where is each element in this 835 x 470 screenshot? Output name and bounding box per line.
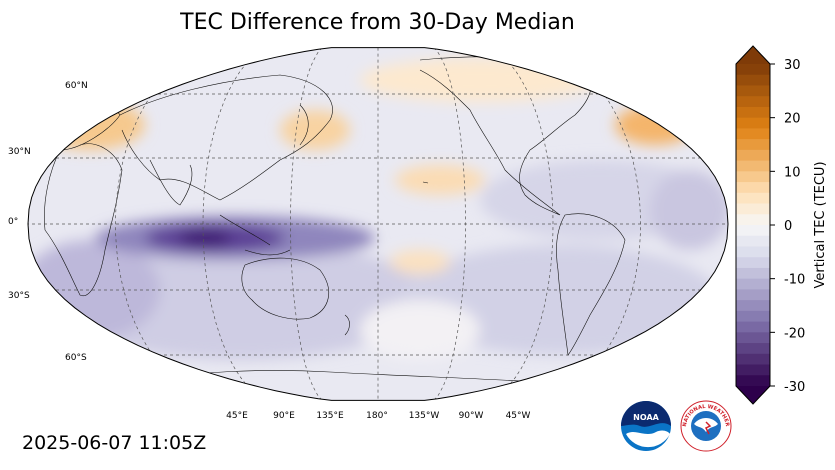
- colorbar-segment: [736, 321, 770, 333]
- graticule-meridian: [433, 47, 466, 401]
- noaa-logo: NOAA: [621, 401, 671, 451]
- globe-outline: [27, 47, 729, 401]
- anomaly-equatorial-peak: [179, 229, 231, 247]
- colorbar-segment: [736, 106, 770, 119]
- colorbar-tick-label: 0: [784, 219, 792, 234]
- anomaly-central-pacific: [395, 165, 485, 195]
- coast-japan: [299, 104, 309, 146]
- coast-hawaii: [422, 181, 429, 184]
- colorbar-segment: [736, 225, 770, 237]
- longitude-label: 135°E: [316, 411, 344, 421]
- colorbar-segment: [736, 235, 770, 247]
- coast-south-america: [556, 213, 626, 356]
- colorbar-segment: [736, 85, 770, 97]
- colorbar-segment: [736, 182, 770, 194]
- longitude-label: 45°W: [506, 411, 531, 421]
- colorbar-segment: [736, 203, 770, 215]
- colorbar-tick-label: 30: [784, 58, 801, 73]
- colorbar-segment: [736, 375, 770, 387]
- colorbar-extend-bottom: [736, 386, 770, 404]
- latitude-label: 30°S: [8, 291, 30, 301]
- latitude-label: 30°N: [8, 147, 31, 157]
- colorbar-segment: [736, 128, 770, 140]
- latitude-label: 60°S: [65, 353, 87, 363]
- longitude-label: 45°E: [226, 411, 248, 421]
- graticule-meridian: [290, 47, 323, 401]
- anomaly-south-pacific: [400, 245, 720, 355]
- graticule-meridian: [202, 47, 267, 401]
- colorbar-segment: [736, 332, 770, 344]
- longitude-label: 180°: [366, 411, 388, 421]
- colorbar-segment: [736, 353, 770, 366]
- colorbar-segment: [736, 96, 770, 108]
- chart-title: TEC Difference from 30-Day Median: [180, 10, 575, 35]
- agency-logos: NOAA NATIONAL WEATHER SERVICE: [620, 398, 732, 452]
- colorbar-label: Vertical TEC (TECU): [813, 161, 828, 288]
- colorbar-segment: [736, 278, 770, 290]
- colorbar-segment: [736, 214, 770, 226]
- colorbar-segment: [736, 149, 770, 162]
- colorbar-tick-label: 10: [784, 165, 801, 180]
- colorbar-segments: [736, 46, 770, 404]
- colorbar-segment: [736, 310, 770, 323]
- colorbar-extend-top: [736, 46, 770, 64]
- map-body: [28, 47, 728, 401]
- colorbar-segment: [736, 257, 770, 269]
- longitude-label: 135°W: [409, 411, 440, 421]
- anomaly-south-pacific-pos: [390, 250, 450, 274]
- latitude-label: 0°: [8, 217, 18, 227]
- coast-new-zealand: [344, 314, 350, 336]
- longitude-labels: 45°E 90°E 135°E 180° 135°W 90°W 45°W: [226, 411, 530, 421]
- colorbar-segment: [736, 117, 770, 129]
- colorbar-tick-label: -10: [784, 273, 805, 288]
- colorbar-segment: [736, 343, 770, 355]
- graticule-meridian: [489, 47, 554, 401]
- colorbar-ticks: 30 20 10 0 -10 -20 -30: [770, 58, 805, 395]
- longitude-label: 90°E: [273, 411, 295, 421]
- latitude-labels: 60°N 30°N 0° 30°S 60°S: [8, 81, 88, 363]
- colorbar-segment: [736, 267, 770, 280]
- anomaly-neutral-patch: [360, 300, 480, 360]
- graticule-meridian: [545, 47, 641, 401]
- colorbar-segment: [736, 139, 770, 151]
- coast-africa-europe: [44, 93, 123, 297]
- colorbar-segment: [736, 192, 770, 205]
- colorbar-segment: [736, 160, 770, 172]
- colorbar-tick-label: -30: [784, 380, 805, 395]
- timestamp: 2025-06-07 11:05Z: [22, 432, 207, 454]
- colorbar-tick-label: 20: [784, 112, 801, 127]
- graticule-meridian: [115, 47, 211, 401]
- colorbar-segment: [736, 289, 770, 301]
- colorbar-segment: [736, 246, 770, 258]
- coast-indonesia: [219, 214, 291, 256]
- colorbar-segment: [736, 171, 770, 183]
- coast-australia: [241, 257, 329, 320]
- colorbar-segment: [736, 364, 770, 376]
- colorbar-segment: [736, 74, 770, 86]
- colorbar-tick-label: -20: [784, 326, 805, 341]
- latitude-label: 60°N: [65, 81, 88, 91]
- tec-anomaly-field: [28, 58, 728, 360]
- longitude-label: 90°W: [459, 411, 484, 421]
- anomaly-japan: [280, 110, 350, 150]
- coast-india: [149, 159, 193, 206]
- noaa-logo-text: NOAA: [633, 413, 659, 422]
- colorbar-segment: [736, 64, 770, 76]
- anomaly-south-america-north: [650, 170, 728, 250]
- colorbar-segment: [736, 300, 770, 312]
